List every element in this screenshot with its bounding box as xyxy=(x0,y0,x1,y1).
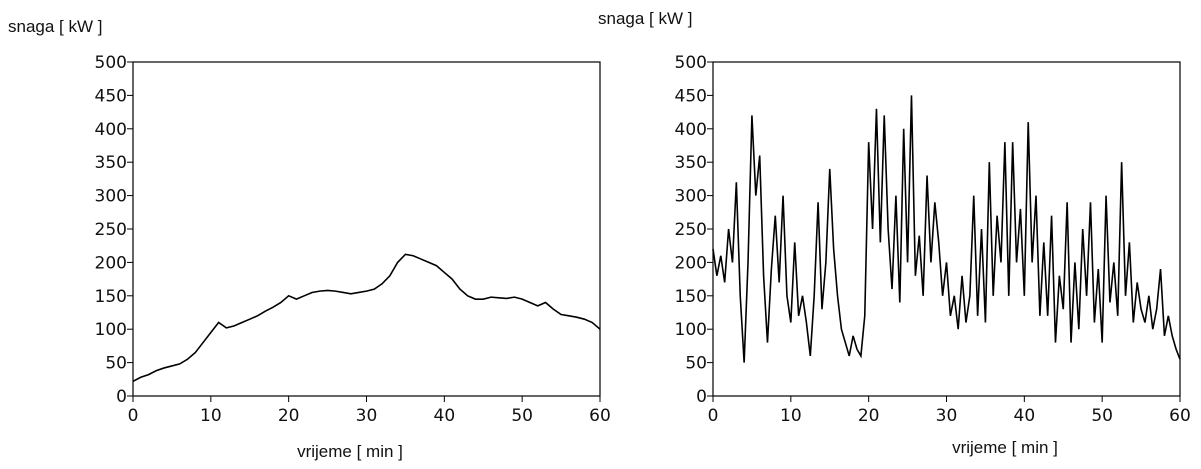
y-tick-label: 200 xyxy=(95,253,127,273)
x-tick-label: 50 xyxy=(511,406,533,426)
x-tick-label: 60 xyxy=(1169,406,1191,426)
x-tick-label: 30 xyxy=(936,406,958,426)
y-tick-label: 50 xyxy=(685,354,707,374)
y-tick-label: 300 xyxy=(95,187,127,207)
y-tick-label: 0 xyxy=(696,387,707,407)
x-tick-label: 40 xyxy=(1014,406,1036,426)
x-tick-label: 0 xyxy=(128,406,139,426)
data-line xyxy=(712,95,1181,363)
y-tick-label: 350 xyxy=(675,153,707,173)
x-axis-label: vrijeme [ min ] xyxy=(297,442,403,461)
y-tick-label: 450 xyxy=(95,86,127,106)
x-tick-label: 20 xyxy=(278,406,300,426)
y-axis-label: snaga [ kW ] xyxy=(8,17,102,36)
y-tick-label: 250 xyxy=(675,220,707,240)
y-tick-label: 150 xyxy=(675,287,707,307)
y-tick-label: 100 xyxy=(675,320,707,340)
x-tick-label: 0 xyxy=(708,406,719,426)
x-tick-label: 30 xyxy=(356,406,378,426)
plot-frame xyxy=(712,61,1181,397)
plot-frame xyxy=(132,61,601,397)
x-tick-label: 10 xyxy=(780,406,802,426)
x-tick-label: 50 xyxy=(1091,406,1113,426)
y-tick-label: 50 xyxy=(105,354,127,374)
y-tick-label: 200 xyxy=(675,253,707,273)
y-tick-label: 150 xyxy=(95,287,127,307)
data-line xyxy=(132,253,601,383)
x-tick-label: 40 xyxy=(434,406,456,426)
y-tick-label: 100 xyxy=(95,320,127,340)
y-tick-label: 400 xyxy=(95,120,127,140)
y-tick-label: 450 xyxy=(675,86,707,106)
x-tick-label: 20 xyxy=(858,406,880,426)
y-tick-label: 0 xyxy=(116,387,127,407)
x-axis-label: vrijeme [ min ] xyxy=(952,438,1058,457)
y-tick-label: 500 xyxy=(95,53,127,73)
y-axis-label: snaga [ kW ] xyxy=(598,9,692,28)
y-tick-label: 250 xyxy=(95,220,127,240)
x-tick-label: 10 xyxy=(200,406,222,426)
y-tick-label: 350 xyxy=(95,153,127,173)
y-tick-label: 400 xyxy=(675,120,707,140)
y-tick-label: 500 xyxy=(675,53,707,73)
x-tick-label: 60 xyxy=(589,406,611,426)
y-tick-label: 300 xyxy=(675,187,707,207)
